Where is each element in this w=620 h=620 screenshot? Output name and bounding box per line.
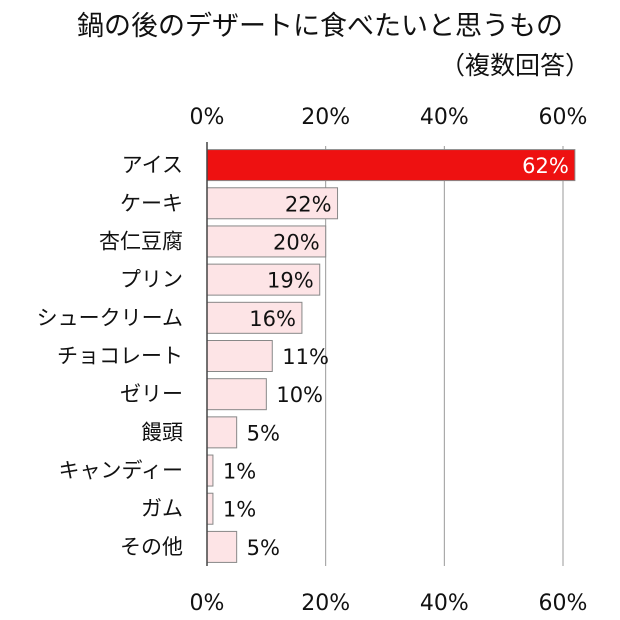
x-tick-label-bottom-60: 60% — [539, 591, 588, 616]
x-tick-label-bottom-20: 20% — [301, 591, 350, 616]
value-label-5: 11% — [282, 345, 329, 369]
bar-3 — [206, 263, 321, 296]
x-tick-label-bottom-40: 40% — [420, 591, 469, 616]
category-label-2: 杏仁豆腐 — [99, 229, 183, 253]
category-label-4: シュークリーム — [37, 306, 183, 330]
chart-title: 鍋の後のデザートに食べたいと思うもの — [77, 11, 563, 42]
bar-8 — [206, 454, 214, 487]
category-label-1: ケーキ — [120, 191, 183, 215]
value-label-0: 62% — [522, 154, 569, 178]
category-label-0: アイス — [122, 153, 183, 177]
value-label-6: 10% — [276, 383, 323, 407]
category-label-6: ゼリー — [120, 382, 183, 406]
category-label-3: プリン — [120, 268, 183, 292]
category-label-5: チョコレート — [57, 344, 183, 368]
category-label-9: ガム — [141, 497, 183, 521]
x-tick-label-top-40: 40% — [420, 105, 469, 130]
bar-0 — [206, 149, 576, 182]
x-tick-label-top-0: 0% — [190, 105, 225, 130]
x-tick-label-bottom-0: 0% — [190, 591, 225, 616]
value-label-10: 5% — [247, 536, 280, 560]
category-label-10: その他 — [120, 535, 183, 559]
chart-subtitle: （複数回答） — [439, 51, 590, 80]
category-label-7: 饅頭 — [141, 420, 183, 444]
bar-4 — [206, 301, 303, 334]
x-tick-label-top-20: 20% — [301, 105, 350, 130]
category-label-8: キャンディー — [58, 459, 183, 483]
bar-10 — [206, 530, 238, 563]
bar-9 — [206, 492, 214, 525]
value-label-3: 19% — [267, 269, 314, 293]
bar-1 — [206, 187, 339, 220]
value-label-8: 1% — [223, 460, 256, 484]
value-label-1: 22% — [285, 192, 332, 216]
value-label-4: 16% — [249, 307, 296, 331]
value-label-9: 1% — [223, 498, 256, 522]
value-label-7: 5% — [247, 421, 280, 445]
value-label-2: 20% — [273, 230, 320, 254]
bar-6 — [206, 378, 267, 411]
x-tick-label-top-60: 60% — [539, 105, 588, 130]
bar-7 — [206, 416, 238, 449]
bar-5 — [206, 340, 273, 372]
